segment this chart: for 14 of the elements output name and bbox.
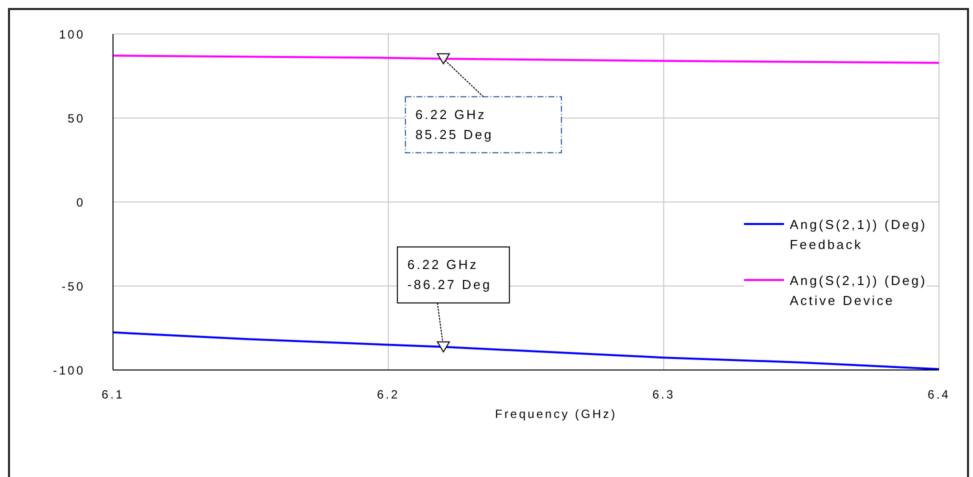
x-tick-label: 6.2 <box>376 388 400 402</box>
x-tick-label: 6.4 <box>928 388 950 402</box>
x-axis-title: Frequency (GHz) <box>494 407 618 421</box>
annotation: 6.22 GHz 85.25 Deg <box>415 106 494 142</box>
legend-label: Ang(S(2,1)) (Deg) Feedback <box>790 216 927 254</box>
y-tick-label: -50 <box>62 279 85 294</box>
x-tick-label: 6.1 <box>102 388 124 402</box>
y-tick-label: 100 <box>58 27 85 42</box>
y-tick-label: 50 <box>68 111 85 126</box>
y-tick-label: 0 <box>76 195 85 210</box>
x-tick-label: 6.3 <box>652 388 676 402</box>
annotation: 6.22 GHz -86.27 Deg <box>407 256 492 292</box>
legend-label: Ang(S(2,1)) (Deg) Active Device <box>790 272 927 310</box>
y-tick-label: -100 <box>52 363 85 378</box>
